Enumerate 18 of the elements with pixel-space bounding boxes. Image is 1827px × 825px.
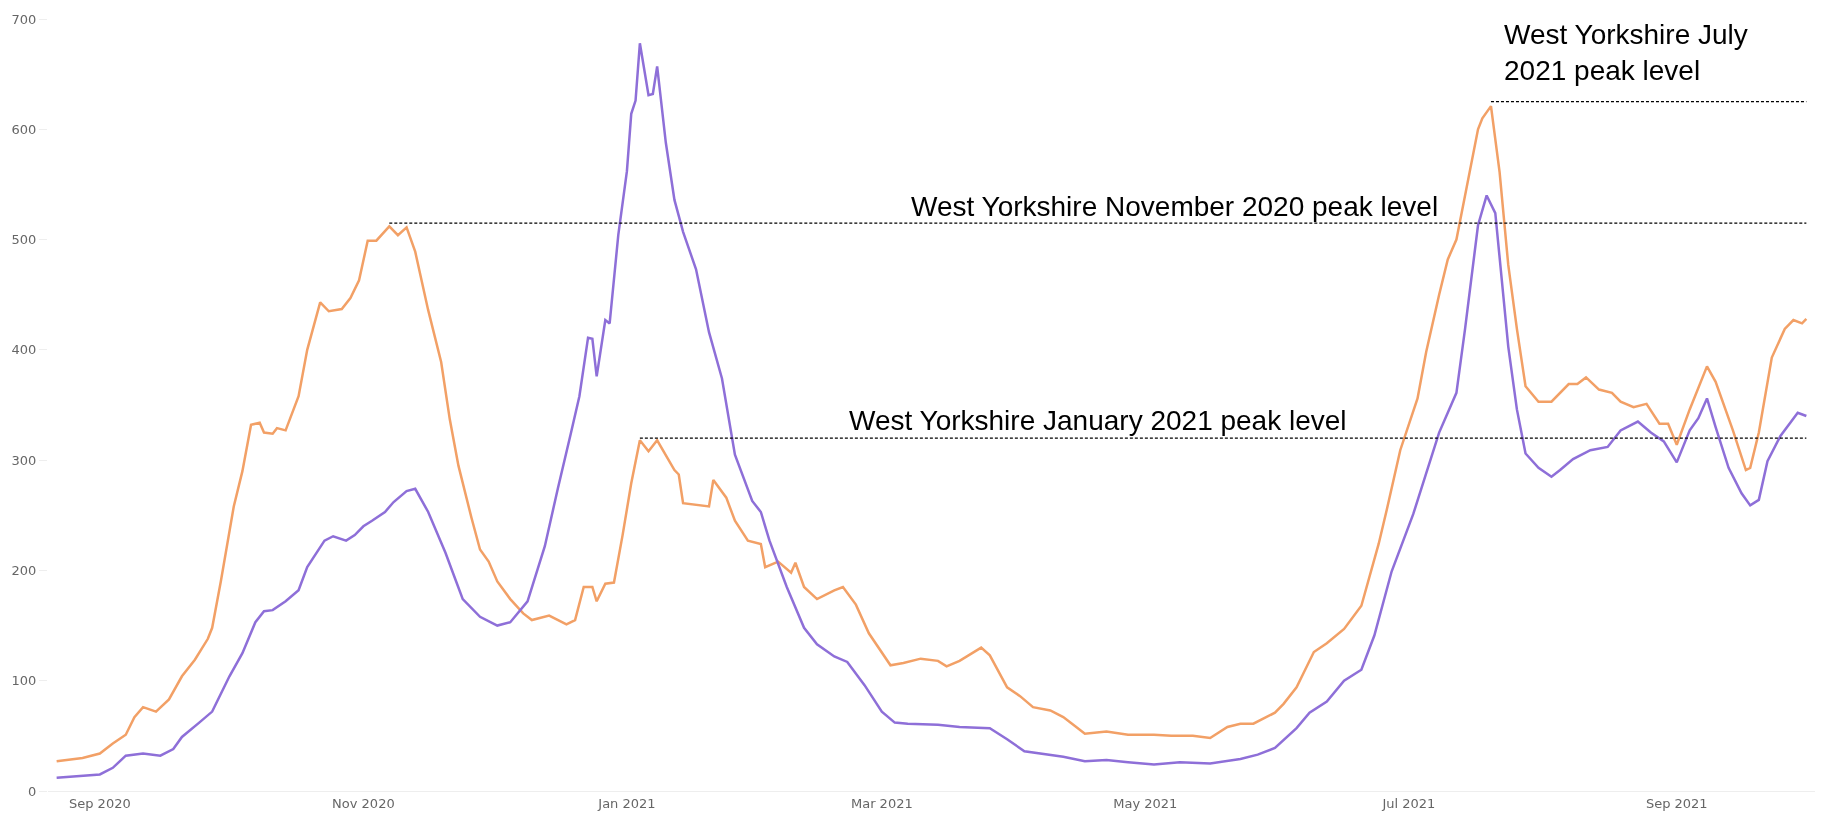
x-tick-label: May 2021	[1113, 795, 1178, 811]
y-tick-label: 600	[11, 121, 37, 137]
y-tick-label: 500	[11, 232, 37, 248]
x-tick-label: Nov 2020	[332, 795, 395, 811]
y-tick-label: 100	[11, 673, 37, 689]
y-tick-label: 200	[11, 562, 37, 578]
annotation: West Yorkshire January 2021 peak level	[849, 405, 1347, 436]
annotation: West Yorkshire November 2020 peak level	[911, 191, 1439, 222]
y-tick-label: 0	[28, 783, 37, 799]
x-tick-label: Mar 2021	[850, 795, 913, 811]
y-tick-label: 400	[11, 342, 37, 358]
x-tick-label: Jan 2021	[597, 795, 656, 811]
y-tick-label: 700	[11, 11, 37, 27]
annotation: West Yorkshire July 2021 peak level	[1504, 19, 1748, 87]
y-tick-label: 300	[11, 452, 37, 468]
x-tick-label: Sep 2021	[1645, 795, 1708, 811]
x-tick-label: Sep 2020	[68, 795, 131, 811]
x-tick-label: Jul 2021	[1381, 795, 1436, 811]
